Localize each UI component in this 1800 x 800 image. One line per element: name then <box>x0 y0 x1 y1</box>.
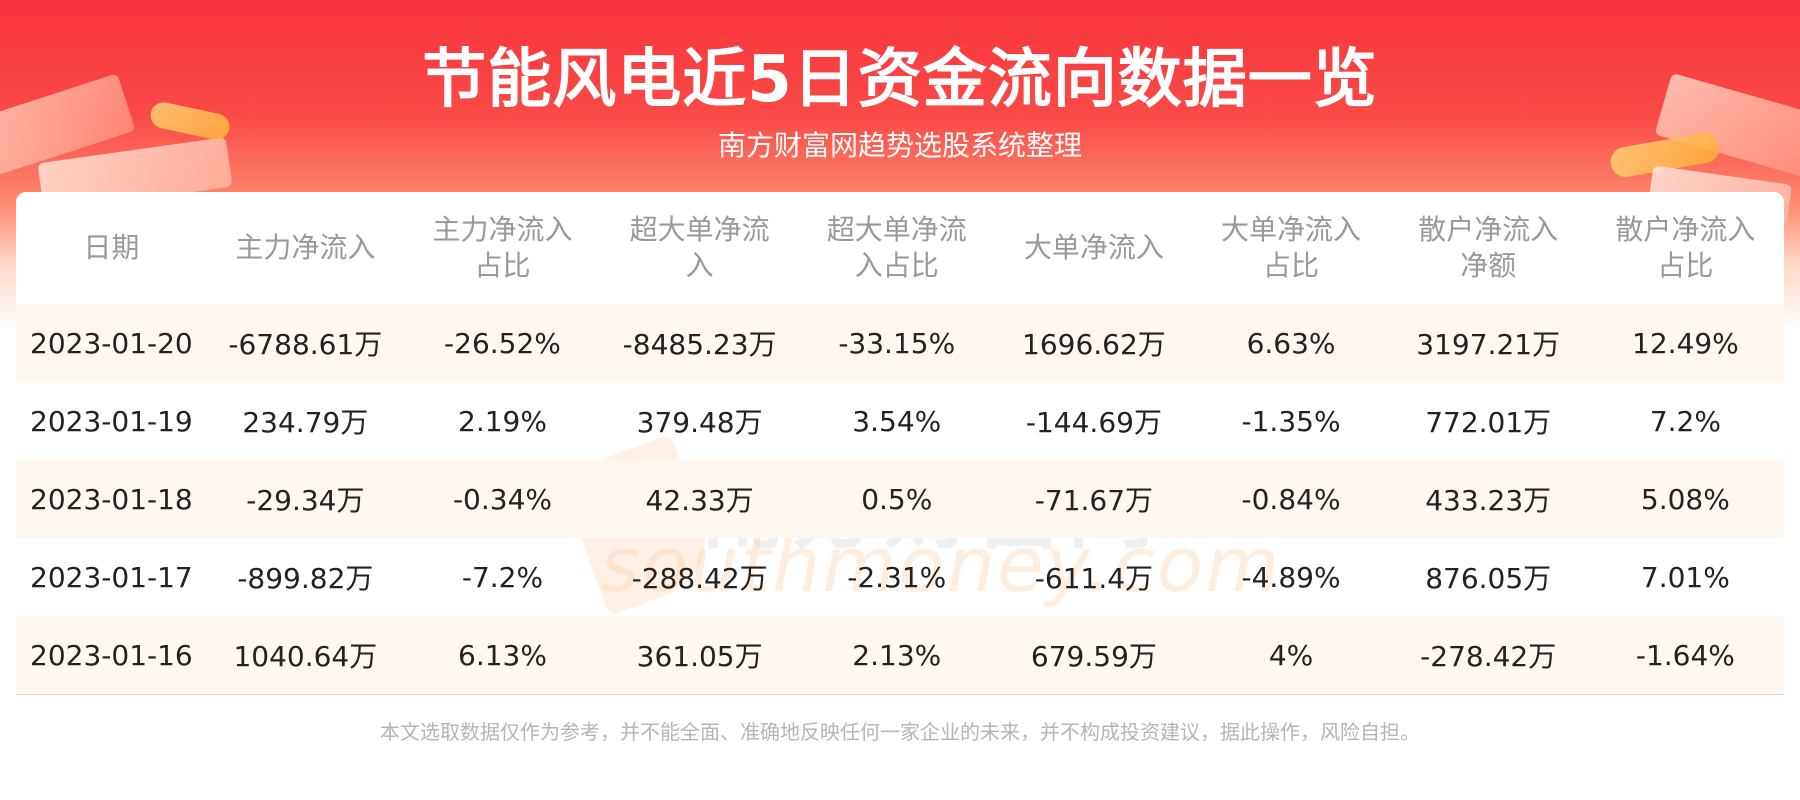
value-cell: 1696.62万 <box>995 304 1193 382</box>
column-header: 大单净流入 占比 <box>1192 192 1389 304</box>
column-header-line: 大单净流入 <box>1023 231 1164 264</box>
value-cell: -278.42万 <box>1389 616 1587 694</box>
value-cell: 7.01% <box>1640 560 1730 594</box>
table-row: 2023-01-20 -6788.61万 -26.52% -8485.23万 -33.1… <box>16 304 1784 382</box>
value-cell: 361.05万 <box>601 616 799 694</box>
value-cell: 876.05万 <box>1425 562 1552 595</box>
value-cell: -7.2% <box>461 560 544 594</box>
value-cell: 7.2% <box>1649 404 1721 438</box>
value-cell: 234.79万 <box>242 406 369 439</box>
value-cell: -0.84% <box>1192 460 1390 538</box>
value-cell: 4% <box>1192 616 1390 694</box>
column-header-line: 占比 <box>474 249 531 282</box>
value-cell: 679.59万 <box>995 616 1193 694</box>
divider <box>16 694 1784 695</box>
column-header-line: 主力净流入 <box>235 231 376 264</box>
date-cell: 2023-01-17 <box>30 560 193 594</box>
page-title: 节能风电近5日资金流向数据一览 <box>422 43 1378 117</box>
value-cell: -2.31% <box>847 560 947 594</box>
value-cell: 12.49% <box>1586 304 1784 382</box>
value-cell: -899.82万 <box>237 562 374 595</box>
page-subtitle: 南方财富网趋势选股系统整理 <box>717 129 1082 162</box>
table-row: 2023-01-16 1040.64万 6.13% 361.05万 2.13% 679.5… <box>16 616 1784 694</box>
column-header: 散户净流入 占比 <box>1587 192 1784 304</box>
value-cell: -4.89% <box>1241 560 1341 594</box>
date-cell: 2023-01-18 <box>16 460 207 538</box>
column-header-line: 占比 <box>1657 249 1714 282</box>
value-cell: -26.52% <box>403 304 602 382</box>
value-cell: 3.54% <box>852 404 942 438</box>
column-header-line: 超大单净流 <box>826 213 967 246</box>
value-cell: 2.13% <box>798 616 996 694</box>
value-cell: 3197.21万 <box>1389 304 1587 382</box>
value-cell: 1040.64万 <box>206 616 404 694</box>
value-cell: 379.48万 <box>636 406 763 439</box>
column-header: 超大单净流 入占比 <box>798 192 995 304</box>
disclaimer: 本文选取数据仅作为参考，并不能全面、准确地反映任何一家企业的未来，并不构成投资建… <box>380 720 1420 744</box>
column-header-line: 入 <box>685 249 714 282</box>
value-cell: 42.33万 <box>601 460 799 538</box>
date-cell: 2023-01-19 <box>30 404 193 438</box>
value-cell: -611.4万 <box>1034 562 1154 595</box>
value-cell: -6788.61万 <box>206 304 404 382</box>
table-row: 2023-01-18 -29.34万 -0.34% 42.33万 0.5% -71.67万… <box>16 460 1784 538</box>
column-header: 散户净流入 净额 <box>1390 192 1587 304</box>
table-header-row: 日期 主力净流入 主力净流入 占比 超大单净流入超大单净流 入占比 大单净流入 大单净流入 占比… <box>16 192 1784 304</box>
column-header-line: 占比 <box>1263 249 1320 282</box>
value-cell: -144.69万 <box>1025 406 1162 439</box>
value-cell: 5.08% <box>1586 460 1784 538</box>
value-cell: -33.15% <box>798 304 996 382</box>
value-cell: 2.19% <box>458 404 547 438</box>
date-cell: 2023-01-20 <box>16 304 207 382</box>
column-header-line: 散户净流入 <box>1615 213 1756 246</box>
column-header-line: 净额 <box>1460 249 1517 282</box>
date-cell: 2023-01-16 <box>16 616 207 694</box>
column-header-line: 入占比 <box>854 249 939 282</box>
column-header-line: 主力净流入 <box>432 213 573 246</box>
column-header: 主力净流入 占比 <box>404 192 601 304</box>
value-cell: -8485.23万 <box>601 304 799 382</box>
column-header: 日期 <box>16 192 207 304</box>
table-body: 2023-01-20 -6788.61万 -26.52% -8485.23万 -33.1… <box>16 304 1784 694</box>
column-header: 超大单净流入 <box>601 192 798 304</box>
column-header-line: 超大单净流 <box>629 213 770 246</box>
value-cell: 772.01万 <box>1425 406 1552 439</box>
value-cell: 6.13% <box>403 616 602 694</box>
value-cell: -1.35% <box>1241 404 1341 438</box>
column-header-line: 散户净流入 <box>1418 213 1559 246</box>
column-header: 大单净流入 <box>995 192 1192 304</box>
fund-flow-table: 日期 主力净流入 主力净流入 占比 超大单净流入超大单净流 入占比 大单净流入 大单净流入 占比… <box>16 192 1784 694</box>
column-header-line: 大单净流入 <box>1221 213 1362 246</box>
column-header: 主力净流入 <box>207 192 404 304</box>
value-cell: -29.34万 <box>206 460 404 538</box>
table-row: 2023-01-17 -899.82万 -7.2% -288.42万 -2.31% -61… <box>16 538 1784 616</box>
value-cell: 0.5% <box>798 460 996 538</box>
value-cell: 433.23万 <box>1389 460 1587 538</box>
value-cell: -71.67万 <box>995 460 1193 538</box>
value-cell: -1.64% <box>1586 616 1784 694</box>
value-cell: -288.42万 <box>631 562 768 595</box>
table-row: 2023-01-19 234.79万 2.19% 379.48万 3.54% -144.6… <box>16 382 1784 460</box>
value-cell: 6.63% <box>1192 304 1390 382</box>
column-header-line: 日期 <box>83 231 140 264</box>
value-cell: -0.34% <box>403 460 602 538</box>
